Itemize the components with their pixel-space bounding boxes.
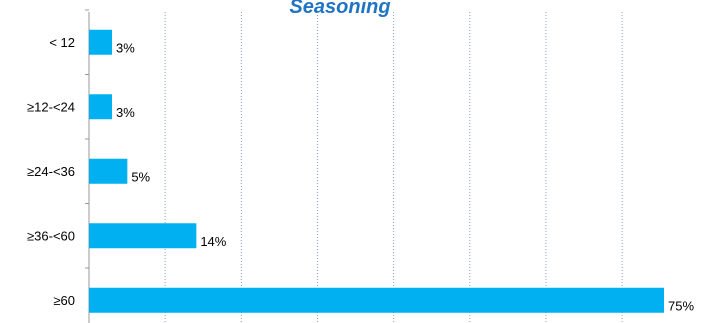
bar — [89, 29, 112, 55]
category-label: ≥60 — [53, 293, 75, 308]
chart-title: Seasoning — [289, 0, 390, 18]
value-label: 14% — [200, 234, 226, 249]
bar — [89, 223, 197, 249]
category-label: < 12 — [49, 35, 75, 50]
value-label: 3% — [116, 105, 135, 120]
value-label: 3% — [116, 40, 135, 55]
category-label: ≥24-<36 — [27, 164, 75, 179]
gridlines — [164, 12, 623, 323]
category-labels: < 12 ≥12-<24 ≥24-<36 ≥36-<60 ≥60 — [27, 35, 75, 308]
bars — [89, 29, 664, 313]
value-label: 75% — [668, 298, 694, 313]
category-label: ≥36-<60 — [27, 228, 75, 243]
bar — [89, 287, 664, 313]
value-labels: 3% 3% 5% 14% 75% — [116, 40, 694, 313]
bar — [89, 158, 128, 184]
value-label: 5% — [131, 169, 150, 184]
category-label: ≥12-<24 — [27, 99, 75, 114]
y-axis — [85, 9, 90, 323]
bar — [89, 94, 112, 120]
